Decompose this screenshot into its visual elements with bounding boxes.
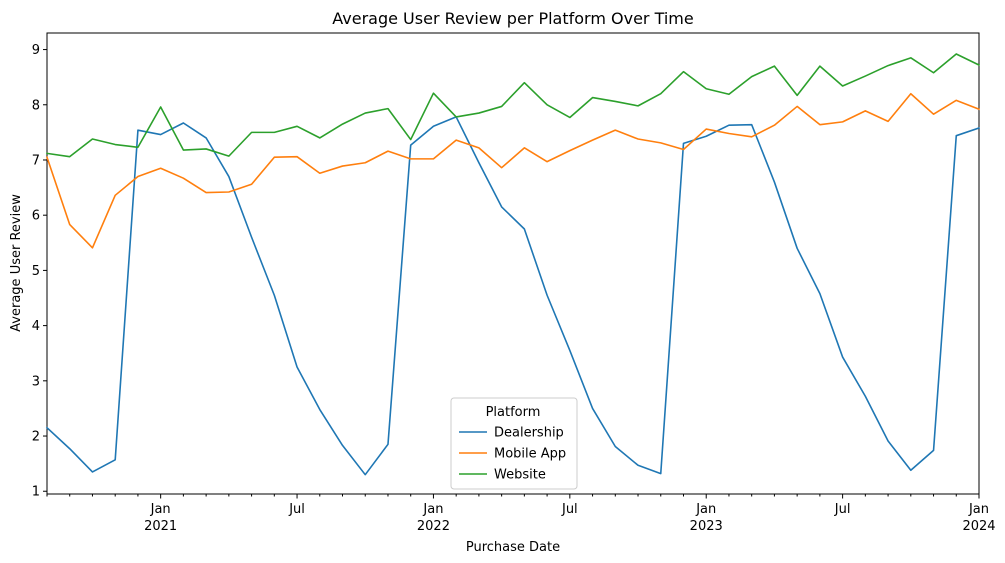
x-tick-year-label: 2023	[690, 519, 723, 534]
x-tick-year-label: 2022	[417, 519, 450, 534]
series-layer	[45, 53, 981, 476]
x-tick-label: Jul	[561, 502, 578, 517]
y-tick-label: 9	[32, 43, 40, 58]
x-tick-label: Jul	[288, 502, 305, 517]
legend-entry-label: Mobile App	[494, 447, 566, 462]
y-tick-label: 1	[32, 485, 40, 500]
x-tick-label: Jan	[422, 502, 443, 517]
legend-box	[450, 397, 578, 490]
legend: Platform Dealership Mobile App Website	[450, 397, 578, 490]
y-tick-label: 3	[32, 374, 40, 389]
legend-entry-label: Website	[494, 468, 546, 483]
x-tick-label: Jan	[968, 502, 989, 517]
y-tick-label: 2	[32, 430, 40, 445]
y-tick-label: 4	[32, 319, 40, 334]
chart-title: Average User Review per Platform Over Ti…	[332, 9, 693, 28]
x-tick-year-label: 2024	[962, 519, 995, 534]
y-tick-label: 5	[32, 264, 40, 279]
y-axis-label: Average User Review	[9, 194, 24, 332]
y-tick-label: 6	[32, 209, 40, 224]
series-line-dealership	[45, 116, 981, 476]
legend-entry-label: Dealership	[494, 426, 564, 441]
series-line-website	[46, 53, 981, 158]
y-tick-label: 7	[32, 153, 40, 168]
x-tick-label: Jan	[695, 502, 716, 517]
y-axis: 1 2 3 4 5 6 7 8 9	[32, 43, 47, 500]
legend-entries: Dealership Mobile App Website	[459, 426, 566, 483]
x-tick-label: Jul	[834, 502, 851, 517]
x-axis-label: Purchase Date	[466, 540, 560, 555]
plot-frame	[46, 32, 980, 495]
x-tick-label: Jan	[150, 502, 171, 517]
x-tick-year-label: 2021	[144, 519, 177, 534]
series-line-mobile-app	[45, 92, 981, 249]
y-tick-label: 8	[32, 98, 40, 113]
legend-title: Platform	[486, 405, 541, 420]
x-axis: Jan 2021 Jul Jan 2022 Jul Jan 2023 Jul Jan 2024	[46, 494, 996, 534]
